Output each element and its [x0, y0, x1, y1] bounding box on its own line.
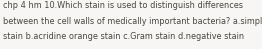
Text: stain b.acridine orange stain c.Gram stain d.negative stain: stain b.acridine orange stain c.Gram sta…	[3, 32, 244, 41]
Text: chp 4 hm 10.Which stain is used to distinguish differences: chp 4 hm 10.Which stain is used to disti…	[3, 1, 243, 10]
Text: between the cell walls of medically important bacteria? a.simple: between the cell walls of medically impo…	[3, 17, 262, 26]
